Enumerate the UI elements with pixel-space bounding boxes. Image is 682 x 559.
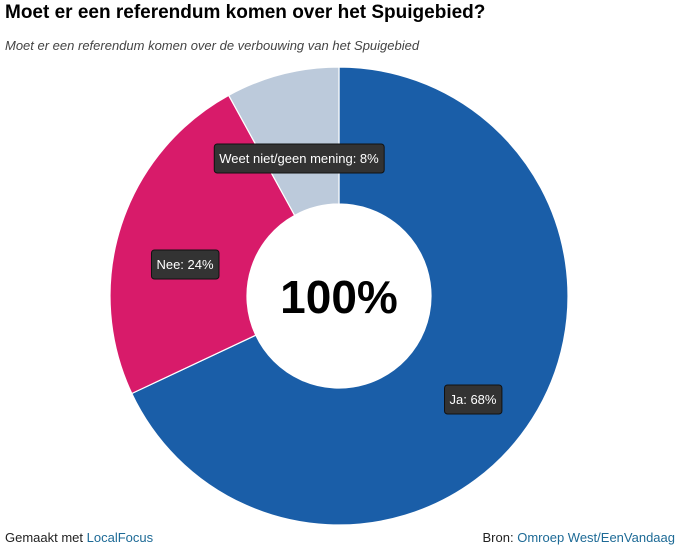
made-with-prefix: Gemaakt met	[5, 530, 84, 545]
chart-subtitle: Moet er een referendum komen over de ver…	[5, 38, 420, 53]
data-label-box	[213, 143, 385, 174]
data-label-text: Weet niet/geen mening: 8%	[219, 151, 379, 166]
chart-title: Moet er een referendum komen over het Sp…	[5, 2, 486, 23]
data-label-box	[150, 249, 220, 280]
footer-made-with: Gemaakt met LocalFocus	[5, 530, 153, 545]
data-label-box	[444, 384, 503, 415]
source-prefix: Bron:	[482, 530, 514, 545]
data-label-text: Nee: 24%	[156, 257, 214, 272]
localfocus-link[interactable]: LocalFocus	[86, 530, 154, 545]
slice-weet-niet-geen-mening[interactable]	[227, 66, 340, 217]
center-total-label: 100%	[280, 271, 398, 323]
data-label: Ja: 68%	[444, 384, 503, 415]
data-label: Weet niet/geen mening: 8%	[213, 143, 385, 174]
data-label: Nee: 24%	[150, 249, 220, 280]
footer-source: Bron: Omroep West/EenVandaag	[483, 530, 675, 545]
data-labels-group: Ja: 68% Nee: 24% Weet niet/geen mening: 8%	[150, 143, 503, 415]
data-label-text: Ja: 68%	[450, 392, 497, 407]
source-link[interactable]: Omroep West/EenVandaag	[517, 530, 675, 545]
